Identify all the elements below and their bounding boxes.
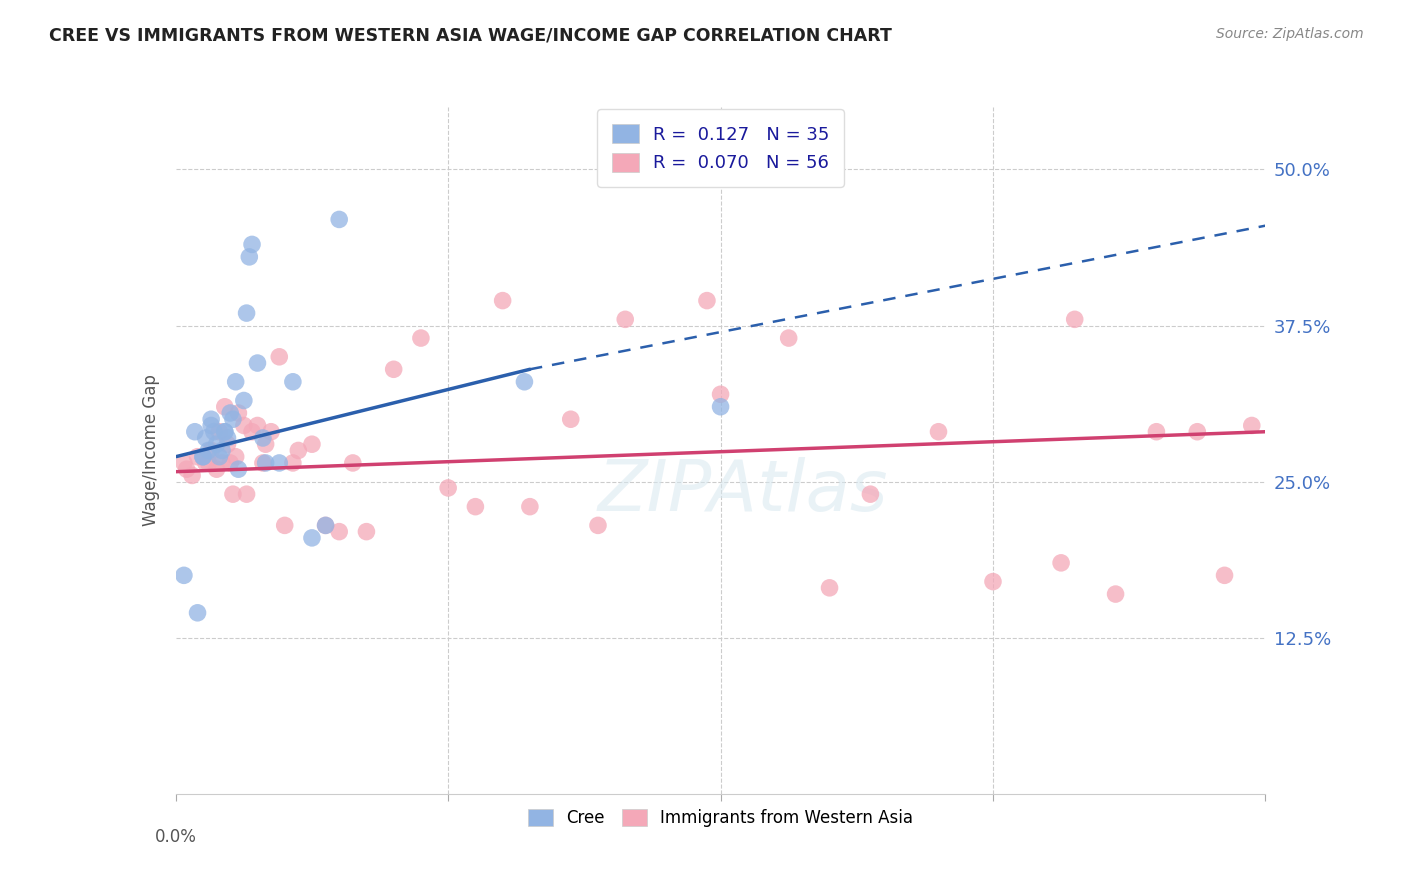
Legend: Cree, Immigrants from Western Asia: Cree, Immigrants from Western Asia — [522, 802, 920, 834]
Point — [301, 531, 323, 545]
Point — [240, 425, 263, 439]
Point — [191, 450, 214, 464]
Point — [928, 425, 950, 439]
Point — [217, 431, 239, 445]
Point — [1104, 587, 1126, 601]
Y-axis label: Wage/Income Gap: Wage/Income Gap — [142, 375, 160, 526]
Point — [696, 293, 718, 308]
Point — [301, 437, 323, 451]
Point — [778, 331, 800, 345]
Point — [208, 425, 231, 439]
Point — [186, 450, 209, 464]
Text: Source: ZipAtlas.com: Source: ZipAtlas.com — [1216, 27, 1364, 41]
Point — [219, 456, 242, 470]
Point — [409, 331, 432, 345]
Point — [818, 581, 841, 595]
Point — [214, 425, 236, 439]
Point — [238, 250, 260, 264]
Point — [710, 400, 733, 414]
Point — [269, 350, 291, 364]
Point — [211, 456, 233, 470]
Point — [235, 487, 257, 501]
Point — [1213, 568, 1236, 582]
Text: 0.0%: 0.0% — [155, 828, 197, 847]
Point — [214, 425, 236, 439]
Point — [981, 574, 1004, 589]
Point — [228, 462, 250, 476]
Point — [281, 456, 304, 470]
Point — [225, 375, 247, 389]
Point — [208, 450, 231, 464]
Point — [232, 418, 254, 433]
Point — [211, 443, 233, 458]
Point — [240, 237, 263, 252]
Point — [710, 387, 733, 401]
Point — [191, 450, 214, 464]
Point — [751, 156, 773, 170]
Point — [200, 443, 222, 458]
Point — [197, 456, 219, 470]
Point — [246, 418, 269, 433]
Text: ZIPAtlas: ZIPAtlas — [598, 458, 887, 526]
Point — [219, 406, 242, 420]
Point — [614, 312, 637, 326]
Point — [315, 518, 337, 533]
Point — [328, 212, 350, 227]
Point — [342, 456, 364, 470]
Point — [186, 606, 209, 620]
Point — [205, 437, 228, 451]
Point — [246, 356, 269, 370]
Point — [235, 306, 257, 320]
Point — [202, 425, 225, 439]
Point — [513, 375, 536, 389]
Point — [437, 481, 460, 495]
Point — [194, 456, 217, 470]
Point — [1144, 425, 1167, 439]
Point — [173, 456, 195, 470]
Point — [254, 456, 277, 470]
Point — [260, 425, 283, 439]
Point — [191, 450, 214, 464]
Point — [560, 412, 582, 426]
Point — [1050, 556, 1073, 570]
Point — [254, 437, 277, 451]
Point — [382, 362, 405, 376]
Point — [492, 293, 515, 308]
Point — [200, 412, 222, 426]
Point — [228, 406, 250, 420]
Point — [252, 431, 274, 445]
Point — [173, 568, 195, 582]
Point — [269, 456, 291, 470]
Point — [217, 437, 239, 451]
Point — [200, 418, 222, 433]
Point — [1063, 312, 1085, 326]
Point — [222, 487, 245, 501]
Point — [194, 431, 217, 445]
Point — [859, 487, 882, 501]
Text: CREE VS IMMIGRANTS FROM WESTERN ASIA WAGE/INCOME GAP CORRELATION CHART: CREE VS IMMIGRANTS FROM WESTERN ASIA WAG… — [49, 27, 891, 45]
Point — [1187, 425, 1209, 439]
Point — [464, 500, 486, 514]
Point — [197, 443, 219, 458]
Point — [222, 412, 245, 426]
Point — [225, 450, 247, 464]
Point — [205, 462, 228, 476]
Point — [181, 468, 204, 483]
Point — [232, 393, 254, 408]
Point — [214, 400, 236, 414]
Point — [519, 500, 541, 514]
Point — [586, 518, 609, 533]
Point — [1240, 418, 1263, 433]
Point — [356, 524, 378, 539]
Point — [315, 518, 337, 533]
Point — [281, 375, 304, 389]
Point — [184, 425, 207, 439]
Point — [176, 462, 198, 476]
Point — [328, 524, 350, 539]
Point — [252, 456, 274, 470]
Point — [287, 443, 309, 458]
Point — [274, 518, 297, 533]
